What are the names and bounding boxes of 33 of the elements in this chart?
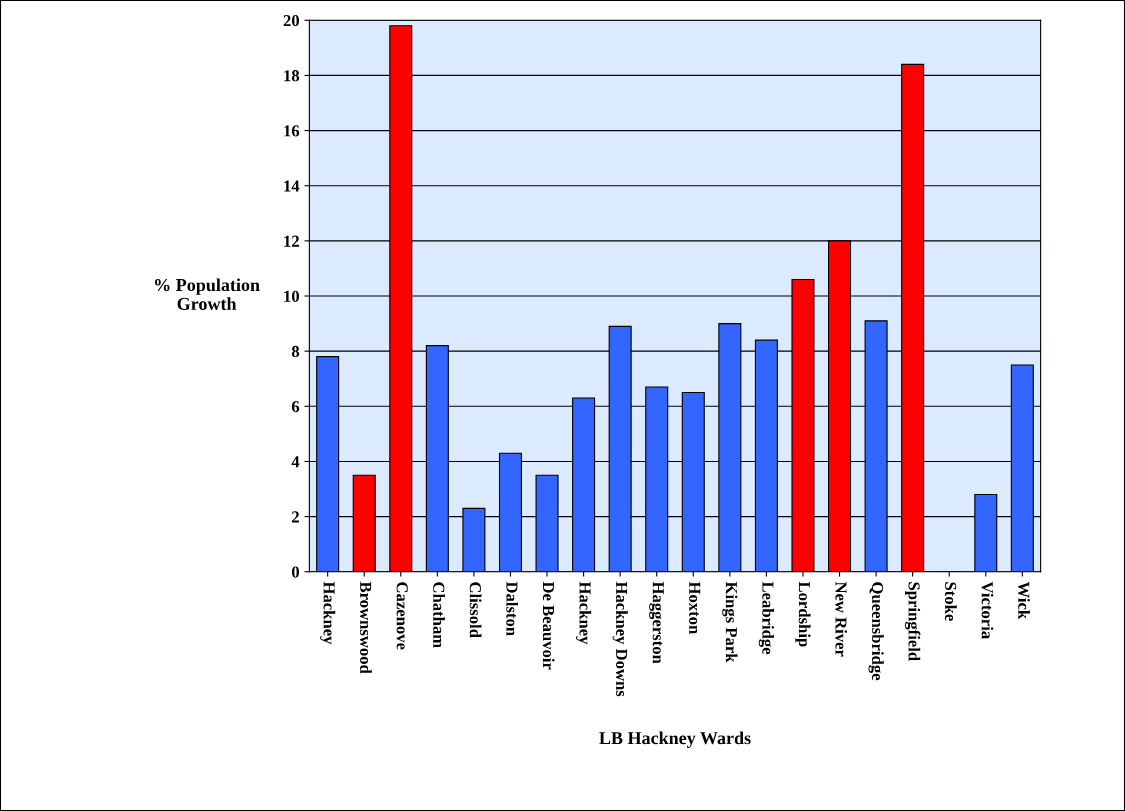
x-tick-label: Haggerston (649, 581, 664, 664)
y-tick-label: 18 (284, 70, 300, 82)
x-tick-label: De Beauvoir (542, 581, 555, 670)
y-tick-label: 6 (291, 401, 300, 413)
x-tick-label: Hoxton (689, 581, 701, 635)
y-tick-label: 2 (292, 511, 299, 523)
x-tick-label: New River (835, 581, 848, 657)
x-tick-label: Lordship (795, 581, 811, 647)
x-tick-label: Clissold (469, 582, 482, 638)
x-tick-label: Chatham (433, 582, 445, 648)
x-tick-label: Victoria (981, 581, 994, 639)
x-tick-label: Hackney Downs (612, 581, 628, 697)
y-tick-label: 20 (283, 14, 300, 27)
y-axis-title: % Population Growth (155, 278, 260, 310)
x-tick-label: Stoke (945, 582, 957, 621)
y-tick-label: 10 (284, 290, 300, 302)
x-tick-label: Wick (1018, 581, 1030, 620)
x-tick-label: Dalston (506, 581, 519, 636)
x-tick-label: Hackney (320, 581, 336, 645)
x-tick-label: Cazenove (396, 582, 408, 650)
x-tick-label: Springfield (904, 582, 921, 661)
x-tick-label: Leabridge (758, 581, 775, 655)
y-tick-label: 16 (284, 125, 300, 137)
y-tick-label: 14 (284, 180, 300, 192)
x-tick-label: Queensbridge (868, 582, 884, 681)
x-tick-label: Brownswood (360, 581, 372, 674)
x-tick-label: Hackney (576, 581, 592, 645)
x-axis-title: LB Hackney Wards (599, 731, 751, 748)
y-tick-label: 4 (291, 456, 300, 468)
y-tick-label: 0 (291, 566, 300, 578)
y-tick-label: 12 (284, 235, 299, 247)
y-tick-label: 8 (291, 345, 300, 358)
x-tick-label: Kings Park (722, 581, 738, 663)
